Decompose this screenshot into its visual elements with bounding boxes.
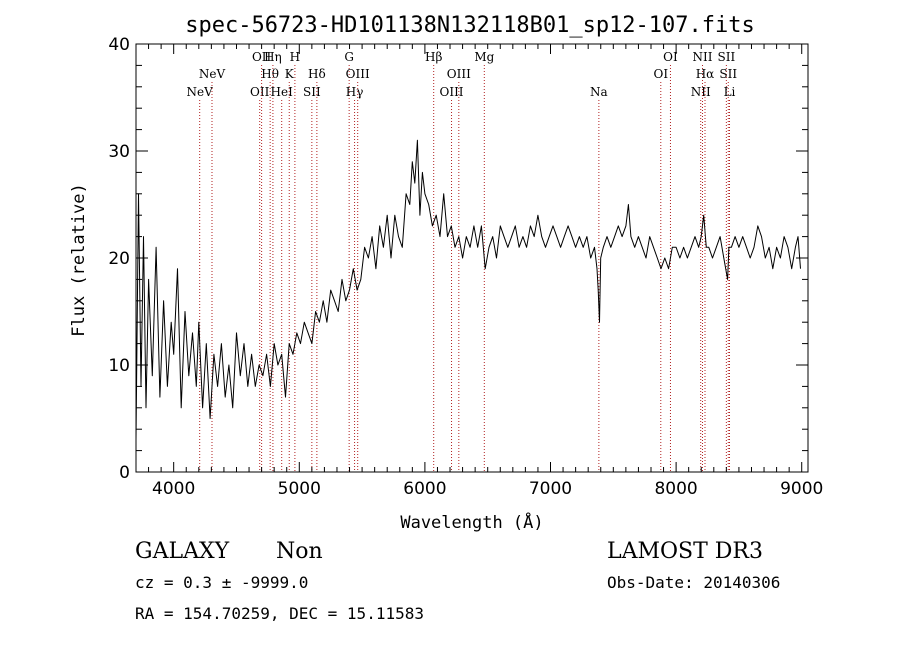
axis-ticks: 4000 5000 6000 7000 8000 9000 0 10 20 30 40: [108, 35, 823, 499]
x-tick-label: 5000: [278, 479, 321, 499]
coordinates-text: RA = 154.70259, DEC = 15.11583: [135, 604, 424, 623]
line-marker-label: NII: [692, 50, 712, 64]
y-tick-label: 20: [108, 249, 130, 269]
line-marker-label: OIII: [447, 67, 471, 81]
line-marker-label: SII: [718, 50, 736, 64]
survey-label: LAMOST DR3: [607, 539, 763, 564]
y-tick-label: 10: [108, 356, 130, 376]
line-marker-label: Hα: [696, 67, 715, 81]
line-markers: NeV NeV OII OII Hθ Hη HeI KH SII Hδ G Hγ OIII Hβ OIII O…: [187, 50, 737, 472]
line-marker-label: OII: [252, 50, 272, 64]
line-marker-label: Hδ: [308, 67, 326, 81]
subclass-label: Non: [276, 539, 323, 564]
x-tick-label: 6000: [403, 479, 446, 499]
plot-frame: [135, 43, 809, 473]
y-tick-label: 40: [108, 35, 130, 55]
line-marker-label: NeV: [199, 67, 226, 81]
line-marker-label: Na: [590, 85, 608, 99]
line-marker-label: Hη: [264, 50, 282, 64]
line-marker-label: Li: [724, 85, 736, 99]
x-axis-label: Wavelength (Å): [400, 511, 543, 533]
line-marker-label: Hγ: [346, 85, 364, 99]
x-tick-label: 4000: [152, 479, 195, 499]
line-marker-label: HeI: [271, 85, 294, 99]
line-marker-label: OII: [250, 85, 270, 99]
line-marker-label: OI: [653, 67, 668, 81]
line-marker-label: SII: [303, 85, 321, 99]
x-tick-label: 8000: [654, 479, 697, 499]
line-marker-label: H: [290, 50, 300, 64]
y-axis-label: Flux (relative): [69, 183, 89, 337]
line-marker-label: OIII: [346, 67, 370, 81]
line-marker-label: Mg: [474, 50, 494, 64]
spectrum-series: [135, 139, 801, 440]
x-tick-label: 9000: [780, 479, 823, 499]
x-tick-label: 7000: [529, 479, 572, 499]
y-tick-label: 0: [119, 463, 130, 483]
obs-date-text: Obs-Date: 20140306: [607, 573, 780, 592]
line-marker-label: OIII: [439, 85, 463, 99]
y-tick-label: 30: [108, 142, 130, 162]
line-marker-label: OI: [663, 50, 678, 64]
line-marker-label: K: [285, 67, 295, 81]
line-marker-label: G: [344, 50, 354, 64]
chart-title: spec-56723-HD101138N132118B01_sp12-107.f…: [185, 13, 755, 38]
line-marker-label: SII: [719, 67, 737, 81]
plot-axes: [135, 43, 809, 473]
class-label: GALAXY: [135, 539, 230, 564]
spectrum-line: [135, 139, 801, 440]
line-marker-label: NII: [691, 85, 711, 99]
redshift-text: cz = 0.3 ± -9999.0: [135, 573, 308, 592]
line-marker-label: Hθ: [261, 67, 279, 81]
line-marker-label: Hβ: [425, 50, 442, 64]
line-marker-label: NeV: [187, 85, 214, 99]
